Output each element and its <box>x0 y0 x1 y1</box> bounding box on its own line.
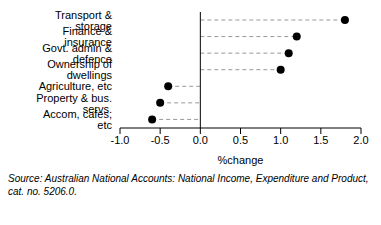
svg-text:2.0: 2.0 <box>353 134 368 146</box>
svg-text:-1.0: -1.0 <box>111 134 130 146</box>
svg-text:%change: %change <box>218 154 264 166</box>
svg-text:1.5: 1.5 <box>313 134 328 146</box>
svg-text:Ownership ofdwellings: Ownership ofdwellings <box>47 58 113 81</box>
svg-text:-0.5: -0.5 <box>151 134 170 146</box>
svg-text:Accom, cafes,etc: Accom, cafes,etc <box>43 108 113 131</box>
svg-text:0.5: 0.5 <box>233 134 248 146</box>
svg-text:1.0: 1.0 <box>273 134 288 146</box>
svg-text:0.0: 0.0 <box>193 134 208 146</box>
